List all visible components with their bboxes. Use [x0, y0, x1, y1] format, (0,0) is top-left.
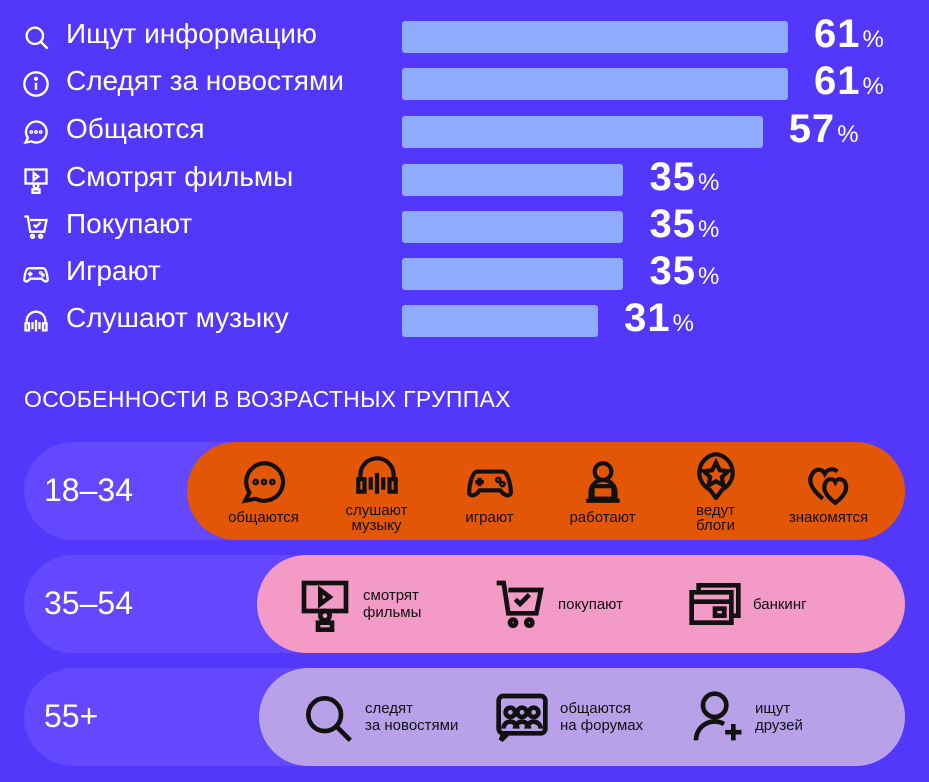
value-number: 31 — [624, 296, 671, 340]
search-icon — [306, 696, 352, 742]
activity-item: слушают музыку — [322, 450, 432, 533]
value-unit: % — [862, 26, 884, 53]
bar — [402, 258, 624, 290]
activity-item: покупают — [492, 576, 687, 632]
chart-row: Следят за новостями 61% — [0, 59, 929, 103]
section-title: ОСОБЕННОСТИ В ВОЗРАСТНЫХ ГРУППАХ — [24, 386, 511, 412]
value-label: 35% — [649, 155, 719, 200]
bar — [402, 68, 788, 100]
value-number: 35 — [649, 249, 696, 293]
activity-label: играют — [465, 509, 514, 526]
chart-row: Покупают 35% — [0, 202, 929, 246]
activity-label: ищут друзей — [755, 700, 803, 734]
bar — [402, 211, 624, 243]
chat-icon — [23, 120, 48, 145]
value-unit: % — [862, 73, 884, 100]
chart-row: Ищут информацию 61% — [0, 12, 929, 56]
category-label: Играют — [66, 255, 161, 286]
value-number: 61 — [814, 12, 861, 56]
activities-pill: смотрят фильмы покупают банкинг — [257, 555, 905, 653]
value-label: 61% — [814, 59, 884, 104]
activity-item: следят за новостями — [299, 689, 494, 745]
headphones-icon — [355, 455, 398, 494]
activity-item: банкинг — [687, 576, 882, 632]
activity-label: ведут блоги — [695, 501, 736, 534]
bar — [402, 116, 763, 148]
activity-item: играют — [435, 457, 545, 525]
activity-label: покупают — [558, 595, 623, 613]
age-group-55-plus: 55+ следят за новостями общаются на форум… — [24, 668, 905, 766]
cards-icon — [689, 583, 741, 625]
value-unit: % — [697, 263, 720, 290]
value-number: 61 — [814, 59, 861, 103]
activity-item: работают — [548, 457, 658, 525]
value-label: 31% — [624, 296, 694, 341]
search-icon — [25, 26, 49, 50]
value-label: 35% — [649, 249, 719, 294]
gamepad-icon — [466, 469, 513, 498]
value-unit: % — [697, 169, 720, 196]
category-label: Слушают музыку — [66, 302, 289, 333]
activity-item: общаются — [209, 457, 319, 525]
bar — [402, 305, 599, 337]
activity-item: смотрят фильмы — [297, 576, 492, 632]
cart-icon — [496, 580, 544, 629]
value-label: 61% — [814, 12, 884, 57]
value-number: 35 — [649, 155, 696, 199]
activity-label: банкинг — [753, 595, 807, 613]
age-group-18-34: 18–34 общаются слушают музыку играют работа… — [24, 442, 905, 540]
age-group-35-54: 35–54 смотрят фильмы покупают банкинг — [24, 555, 905, 653]
activity-item: ведут блоги — [661, 450, 771, 533]
video-icon — [301, 580, 349, 632]
gamepad-icon — [23, 267, 49, 283]
value-number: 35 — [649, 202, 696, 246]
headphones-icon — [24, 310, 48, 332]
activities-pill: следят за новостями общаются на форумах ищ… — [259, 668, 905, 766]
category-label: Покупают — [66, 208, 193, 239]
video-icon — [24, 168, 48, 194]
add-user-icon — [693, 691, 742, 741]
chat-icon — [240, 461, 285, 504]
activity-item: общаются на форумах — [494, 689, 689, 745]
category-label: Смотрят фильмы — [66, 161, 294, 192]
activity-label: знакомятся — [788, 509, 869, 526]
age-label: 55+ — [44, 698, 99, 734]
forum-icon — [496, 693, 548, 742]
value-unit: % — [672, 310, 694, 337]
age-label: 18–34 — [44, 472, 133, 508]
activity-item: ищут друзей — [689, 689, 884, 745]
chart-row: Смотрят фильмы 35% — [0, 155, 929, 199]
chart-row: Слушают музыку 31% — [0, 296, 929, 340]
bar — [402, 21, 788, 53]
category-label: Следят за новостями — [66, 65, 344, 96]
laptop-user-icon — [585, 461, 620, 503]
activity-item: знакомятся — [774, 457, 884, 525]
value-unit: % — [697, 216, 720, 243]
chart-row: Общаются 57% — [0, 107, 929, 151]
value-unit: % — [837, 121, 859, 148]
cart-icon — [24, 215, 48, 240]
activity-label: работают — [569, 509, 636, 526]
value-label: 35% — [649, 202, 719, 247]
category-label: Общаются — [66, 113, 205, 144]
activities-pill: общаются слушают музыку играют работают веду… — [187, 442, 905, 540]
category-label: Ищут информацию — [66, 18, 317, 49]
activity-label: слушают музыку — [345, 501, 408, 534]
chart-row: Играют 35% — [0, 249, 929, 293]
age-label: 35–54 — [44, 585, 133, 621]
value-number: 57 — [788, 107, 836, 151]
value-label: 57% — [789, 107, 859, 152]
bar — [402, 164, 624, 196]
hearts-icon — [807, 467, 848, 506]
activity-label: смотрят фильмы — [363, 587, 422, 621]
activity-label: общаются на форумах — [560, 700, 644, 734]
star-badge-icon — [696, 451, 735, 500]
info-icon — [23, 71, 49, 97]
activity-label: общаются — [228, 509, 299, 526]
activity-label: следят за новостями — [365, 700, 459, 734]
